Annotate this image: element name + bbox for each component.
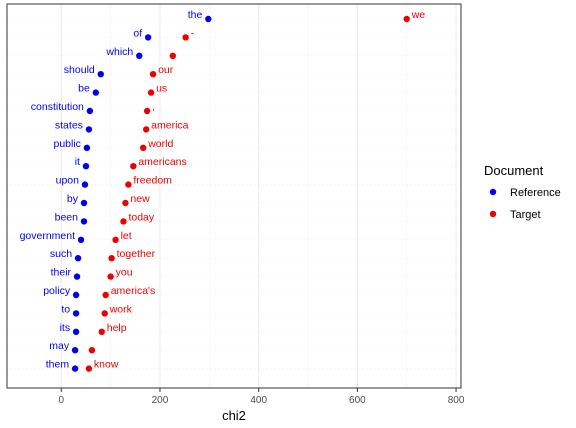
x-tick-label: 600 [349, 395, 366, 406]
target-point-label: - [191, 27, 195, 39]
target-point-label: americans [138, 156, 186, 168]
target-point-label: america [151, 119, 189, 131]
target-point [102, 291, 109, 299]
target-point-label: you [116, 267, 133, 279]
target-point [140, 144, 147, 151]
reference-point-label: policy [43, 285, 71, 297]
target-point [130, 163, 137, 170]
target-point-label: work [109, 303, 133, 315]
target-point [120, 218, 127, 225]
target-point [122, 199, 129, 207]
reference-point-label: such [50, 248, 72, 260]
reference-point-label: constitution [31, 101, 84, 113]
reference-point-label: been [55, 211, 79, 223]
legend-label-target: Target [510, 209, 541, 221]
reference-point [74, 255, 82, 262]
x-tick-label: 0 [59, 395, 65, 406]
reference-point-label: by [67, 193, 79, 205]
reference-point [85, 126, 93, 133]
target-point [85, 365, 93, 372]
target-point [125, 181, 132, 188]
reference-point-label: to [61, 303, 70, 315]
target-point-label: we [411, 9, 426, 21]
reference-point-label: should [64, 64, 95, 76]
x-tick-label: 200 [152, 395, 169, 406]
x-tick-label: 400 [250, 395, 267, 406]
target-point-label: together [117, 248, 156, 260]
reference-point-label: its [60, 322, 71, 334]
reference-point [136, 52, 143, 59]
reference-point [77, 236, 85, 243]
reference-point-label: government [20, 230, 76, 242]
x-axis-title: chi2 [222, 408, 246, 423]
target-point-label: , [152, 101, 155, 113]
target-point-label: freedom [133, 175, 172, 187]
target-point [88, 347, 96, 354]
target-point [142, 126, 150, 133]
reference-point [72, 310, 80, 317]
target-point [169, 52, 177, 59]
reference-point [71, 347, 79, 354]
reference-point [73, 273, 81, 280]
reference-point-label: public [54, 138, 81, 150]
target-point [108, 255, 115, 262]
legend: Document Reference Target [484, 163, 561, 221]
reference-point [83, 144, 91, 151]
reference-point-label: states [55, 119, 83, 131]
x-tick-label: 800 [448, 395, 465, 406]
target-point [101, 310, 108, 317]
reference-point [86, 107, 94, 115]
reference-point-label: may [49, 340, 70, 352]
plot-panel-border [6, 3, 462, 389]
target-point-label: world [147, 138, 173, 150]
reference-point-label: upon [56, 175, 80, 187]
target-point [403, 15, 410, 23]
reference-point [72, 328, 80, 335]
reference-point-label: be [78, 83, 90, 95]
reference-point [80, 199, 88, 207]
grid [7, 4, 461, 388]
reference-point [144, 34, 152, 41]
reference-point-label: it [75, 156, 80, 168]
legend-label-reference: Reference [510, 187, 561, 199]
reference-point-label: the [188, 9, 203, 21]
target-point [112, 236, 119, 243]
reference-point [205, 15, 212, 23]
legend-title: Document [484, 163, 544, 178]
target-point [147, 89, 155, 96]
legend-key-reference [489, 188, 497, 196]
reference-point [97, 71, 104, 78]
target-point [143, 107, 151, 115]
target-point-label: know [94, 359, 119, 371]
legend-key-target [489, 210, 497, 218]
reference-point-label: them [46, 359, 70, 371]
target-point-label: america's [111, 285, 156, 297]
target-point [182, 34, 189, 41]
target-point-label: our [158, 64, 174, 76]
reference-point [71, 365, 79, 372]
reference-point [72, 291, 80, 299]
target-point-label: new [130, 193, 150, 205]
target-point [107, 273, 114, 280]
reference-point [92, 89, 100, 96]
reference-point-label: their [51, 267, 72, 279]
reference-point [80, 218, 88, 225]
reference-point-label: which [105, 46, 133, 58]
reference-point [81, 181, 89, 188]
target-point-label: help [107, 322, 127, 334]
reference-point-label: of [133, 27, 142, 39]
target-point-label: today [128, 211, 154, 223]
target-point-label: let [121, 230, 132, 242]
x-axis: 0 200 400 600 800 [59, 388, 465, 406]
reference-point [82, 163, 90, 170]
target-point [149, 71, 157, 78]
target-point [98, 328, 105, 335]
target-point-label: us [156, 83, 167, 95]
